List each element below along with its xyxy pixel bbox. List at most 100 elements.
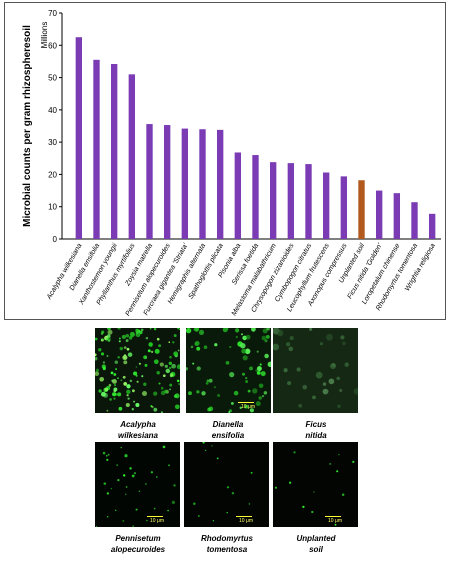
fluorescent-cell <box>228 409 233 413</box>
fluorescent-cell <box>244 404 249 409</box>
fluorescent-cell <box>242 355 248 361</box>
fluorescent-cell <box>135 402 140 408</box>
y-axis-title: Microbial counts per gram rhizospheresoi… <box>22 25 33 227</box>
fluorescent-cell <box>126 389 131 395</box>
fluorescent-cell <box>250 471 253 474</box>
bar <box>216 129 224 239</box>
fluorescent-cell <box>205 381 209 385</box>
chart-panel: 0 10 20 30 40 50 60 70 Millions Microbial counts … <box>4 2 446 320</box>
fluorescent-cell <box>160 386 164 390</box>
fluorescent-cell <box>174 404 180 410</box>
caption-line1: Ficus <box>305 420 327 429</box>
fluorescent-cell <box>256 370 261 375</box>
fluorescent-cell <box>352 460 355 464</box>
bar <box>375 190 383 239</box>
fluorescent-cell <box>201 391 206 396</box>
fluorescent-cell <box>95 525 98 527</box>
fluorescent-cell <box>148 342 153 347</box>
fluorescent-cell <box>113 387 118 392</box>
fluorescent-cell <box>211 445 213 447</box>
fluorescent-cell <box>315 371 323 379</box>
fluorescent-cell <box>110 487 113 490</box>
bar <box>199 129 206 239</box>
fluorescent-cell <box>259 363 262 366</box>
fluorescent-cell <box>288 346 294 352</box>
caption-line1: Rhodomyrtus <box>201 534 253 543</box>
micrograph-image <box>273 442 358 527</box>
fluorescent-cell <box>128 335 133 340</box>
fluorescent-cell <box>336 376 340 381</box>
fluorescent-cell <box>255 369 258 372</box>
fluorescent-cell <box>106 337 111 342</box>
y-tick-label: 50 <box>48 74 57 83</box>
fluorescent-cell <box>133 472 137 475</box>
caption-line1: Unplanted <box>296 534 336 543</box>
bar <box>358 180 365 239</box>
y-tick-label: 60 <box>48 41 57 50</box>
fluorescent-cell <box>263 391 268 395</box>
fluorescent-cell <box>196 366 201 371</box>
scale-bar <box>325 516 341 517</box>
fluorescent-cell <box>149 328 152 330</box>
fluorescent-cell <box>135 328 139 333</box>
fluorescent-cell <box>131 389 135 393</box>
fluorescent-cell <box>261 335 267 341</box>
bar <box>128 74 136 239</box>
fluorescent-cell <box>239 406 242 409</box>
fluorescent-cell <box>312 395 316 400</box>
fluorescent-cell <box>106 515 109 518</box>
fluorescent-cell <box>165 368 171 374</box>
fluorescent-cell <box>309 328 313 331</box>
scale-bar <box>238 402 254 403</box>
fluorescent-cell <box>118 406 123 411</box>
fluorescent-cell <box>120 379 123 382</box>
bar <box>163 125 171 239</box>
micrograph-background <box>95 442 180 527</box>
fluorescent-cell <box>173 351 179 357</box>
fluorescent-cell <box>196 346 201 351</box>
fluorescent-cell <box>123 382 128 386</box>
fluorescent-cell <box>190 345 194 349</box>
scale-bar <box>147 516 163 517</box>
fluorescent-cell <box>169 356 172 359</box>
fluorescent-cell <box>133 400 136 403</box>
caption-unplanted: Unplanted soil <box>266 533 366 555</box>
fluorescent-cell <box>233 390 239 396</box>
fluorescent-cell <box>107 328 111 331</box>
y-tick-label: 70 <box>48 9 57 18</box>
fluorescent-cell <box>153 328 157 331</box>
micrograph-unplanted: 10 μm <box>273 442 358 527</box>
fluorescent-cell <box>131 474 135 478</box>
micrograph-image <box>186 328 271 413</box>
fluorescent-cell <box>112 392 117 397</box>
caption-rhodomyrtus: Rhodomyrtus tomentosa <box>177 533 277 555</box>
micrograph-background <box>273 442 358 527</box>
fluorescent-cell <box>225 328 229 331</box>
caption-line2: soil <box>309 545 323 554</box>
fluorescent-cell <box>160 390 166 396</box>
fluorescent-cell <box>122 520 125 522</box>
micrograph-background <box>184 442 269 527</box>
fluorescent-cell <box>260 371 266 377</box>
fluorescent-cell <box>244 348 251 355</box>
fluorescent-cell <box>164 364 168 368</box>
fluorescent-cell <box>339 388 343 393</box>
y-tick-label: 30 <box>48 138 57 147</box>
scale-bar-label: 10 μm <box>239 518 253 524</box>
fluorescent-cell <box>135 366 138 368</box>
fluorescent-cell <box>186 367 188 371</box>
fluorescent-cell <box>176 364 180 370</box>
fluorescent-cell <box>113 373 117 376</box>
fluorescent-cell <box>125 493 127 495</box>
fluorescent-cell <box>156 371 160 375</box>
fluorescent-cell <box>126 394 129 397</box>
fluorescent-cell <box>229 372 235 378</box>
fluorescent-cell <box>154 348 160 354</box>
fluorescent-cell <box>162 445 166 449</box>
fluorescent-cell <box>121 334 126 339</box>
fluorescent-cell <box>147 349 151 353</box>
fluorescent-cell <box>198 329 205 335</box>
fluorescent-cell <box>342 341 346 346</box>
fluorescent-cell <box>95 368 100 372</box>
fluorescent-cell <box>206 379 210 382</box>
